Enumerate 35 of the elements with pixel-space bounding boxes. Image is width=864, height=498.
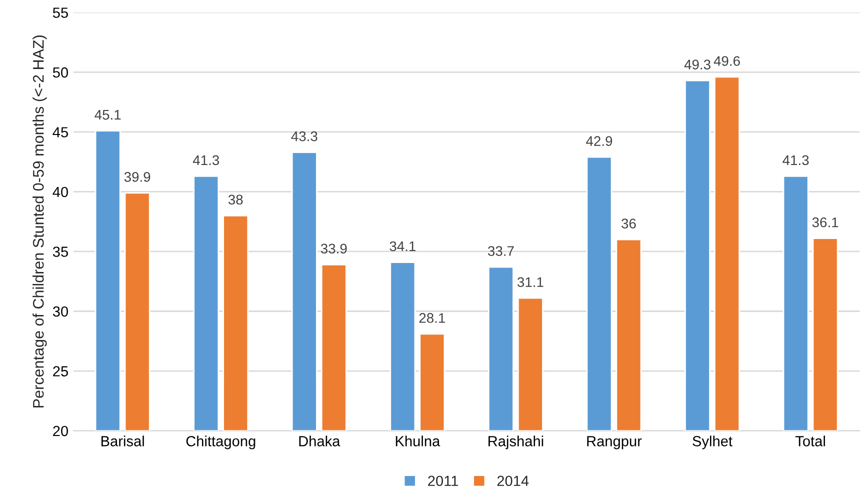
x-tick-label: Total [795,436,825,446]
data-label: 36 [622,218,636,228]
x-tick-label: Rangpur [587,436,642,450]
y-tick-label: 25 [53,366,68,376]
data-label: 38 [228,194,243,205]
data-label: 45.1 [94,110,121,120]
data-label: 33.9 [320,244,347,254]
y-tick-label: 40 [52,186,68,198]
data-label: 49.6 [714,56,740,66]
x-tick-label: Sylhet [692,436,732,450]
x-tick-label: Khulna [396,436,440,446]
data-label: 31.1 [517,277,544,288]
data-label: 34.1 [390,241,416,252]
data-label: 42.9 [586,136,612,146]
data-label: 28.1 [419,313,445,323]
x-tick-label: Dhaka [299,436,340,446]
data-label: 36.1 [812,217,838,228]
y-tick-label: 30 [52,306,68,317]
legend-label: 2011 [428,476,458,486]
data-label: 33.7 [488,246,514,256]
x-tick-label: Chittagong [186,436,256,450]
data-label: 39.9 [124,172,150,182]
y-tick-label: 55 [52,8,68,18]
y-tick-label: 35 [52,246,68,257]
data-label: 49.3 [684,60,710,70]
data-label: 41.3 [192,155,220,166]
x-tick-label: Barisal [101,436,144,446]
y-axis-title: Percentage of Children Stunted 0-59 months (<-2 HAZ) [32,36,47,408]
legend-label: 2014 [497,476,529,486]
y-tick-label: 45 [52,127,68,138]
x-tick-label: Rajshahi [488,436,544,450]
y-tick-label: 50 [52,67,68,78]
y-tick-label: 20 [53,426,68,436]
data-label: 43.3 [291,131,318,142]
data-label: 41.3 [782,155,809,166]
